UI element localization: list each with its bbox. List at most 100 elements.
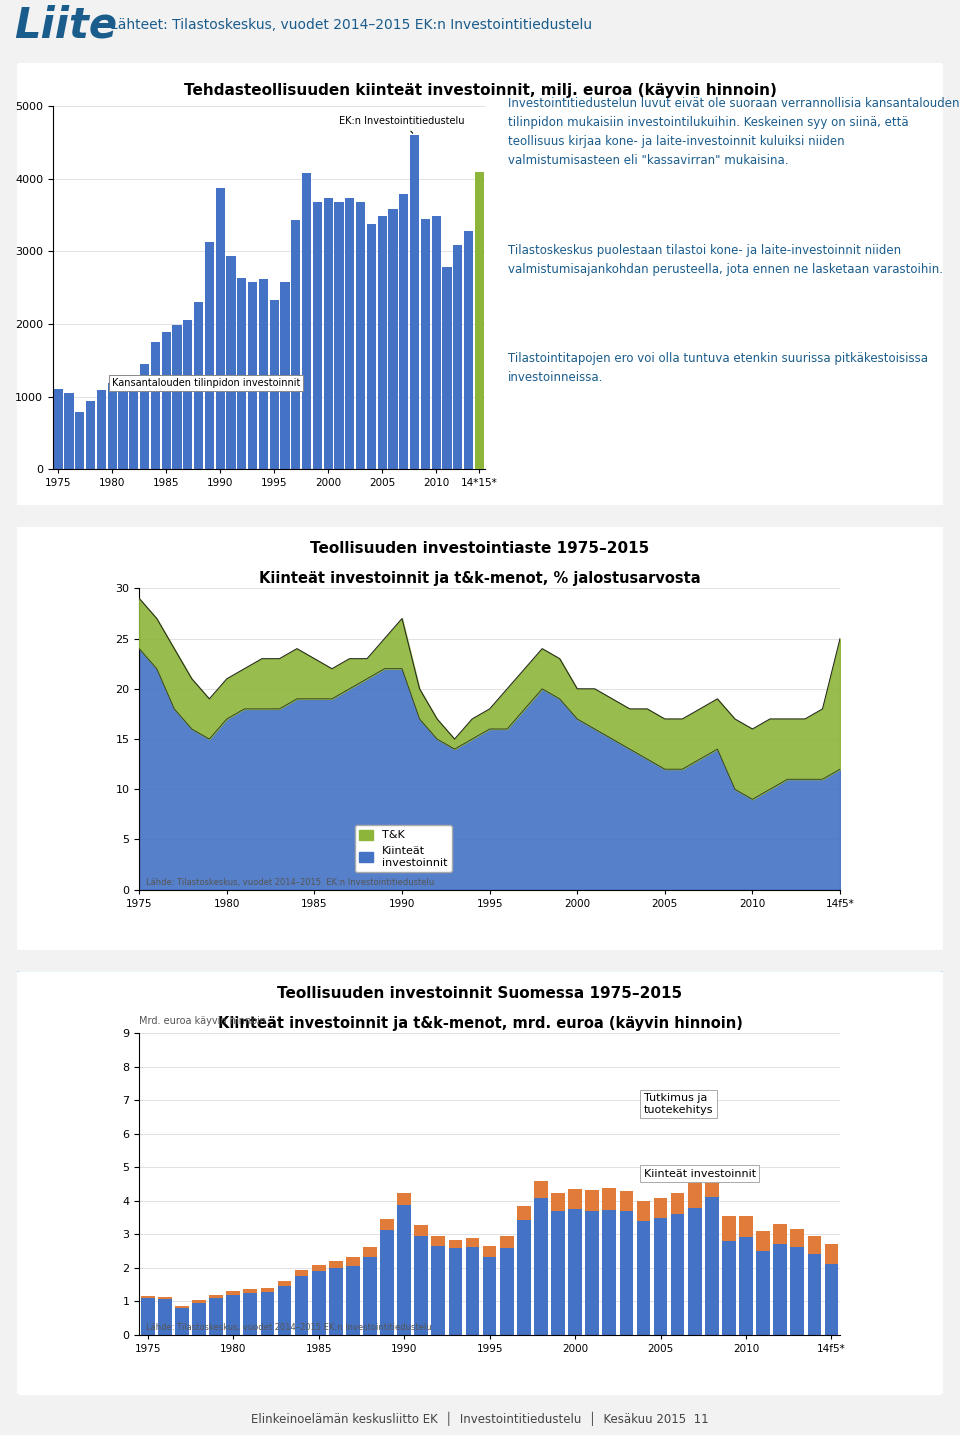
Bar bbox=[397, 1205, 411, 1335]
Bar bbox=[209, 1296, 223, 1297]
Text: EK:n Investointitiedustelu: EK:n Investointitiedustelu bbox=[339, 116, 465, 133]
Bar bbox=[312, 1271, 325, 1335]
Bar bbox=[248, 281, 257, 469]
Bar bbox=[329, 1269, 343, 1335]
FancyBboxPatch shape bbox=[12, 60, 948, 508]
Bar bbox=[453, 245, 463, 469]
Bar bbox=[739, 1215, 753, 1237]
Bar bbox=[739, 1237, 753, 1335]
Bar bbox=[432, 215, 441, 469]
Text: Tilastointitapojen ero voi olla tuntuva etenkin suurissa pitkäkestoisissa invest: Tilastointitapojen ero voi olla tuntuva … bbox=[508, 352, 928, 385]
Text: Lähde: Tilastoskeskus, vuodet 2014–2015  EK:n Investointitiedustelu: Lähde: Tilastoskeskus, vuodet 2014–2015 … bbox=[146, 878, 435, 887]
Bar bbox=[141, 1296, 155, 1297]
Bar bbox=[118, 379, 128, 469]
Bar bbox=[356, 202, 365, 469]
Bar bbox=[431, 1247, 445, 1335]
Bar bbox=[346, 1257, 360, 1266]
Text: Kansantalouden tilinpidon investoinnit: Kansantalouden tilinpidon investoinnit bbox=[112, 377, 300, 387]
Bar bbox=[54, 389, 62, 469]
Bar bbox=[260, 1292, 275, 1335]
Bar bbox=[397, 1194, 411, 1205]
Bar bbox=[516, 1207, 531, 1220]
Bar bbox=[183, 320, 192, 469]
Bar bbox=[324, 198, 333, 469]
Text: Tehdasteollisuuden kiinteät investoinnit, milj. euroa (käyvin hinnoin): Tehdasteollisuuden kiinteät investoinnit… bbox=[183, 83, 777, 98]
Text: Lähteet: Tilastoskeskus, vuodet 2014–2015 EK:n Investointitiedustelu: Lähteet: Tilastoskeskus, vuodet 2014–201… bbox=[110, 19, 592, 32]
Bar bbox=[466, 1238, 479, 1247]
Bar bbox=[825, 1264, 838, 1335]
Text: Kiinteät investoinnit: Kiinteät investoinnit bbox=[644, 1168, 756, 1178]
Bar bbox=[259, 278, 268, 469]
Bar bbox=[399, 194, 408, 469]
Bar bbox=[295, 1276, 308, 1335]
Bar bbox=[227, 1292, 240, 1294]
Bar bbox=[192, 1303, 205, 1335]
Bar bbox=[140, 364, 149, 469]
Bar bbox=[475, 248, 484, 469]
Bar bbox=[756, 1231, 770, 1251]
Bar bbox=[415, 1236, 428, 1335]
Bar bbox=[295, 1270, 308, 1276]
Bar bbox=[671, 1192, 684, 1214]
Bar bbox=[108, 383, 117, 469]
Bar bbox=[807, 1254, 821, 1335]
Text: Tutkimus ja
tuotekehitys: Tutkimus ja tuotekehitys bbox=[644, 1093, 713, 1115]
Bar bbox=[619, 1211, 634, 1335]
Bar bbox=[141, 1297, 155, 1335]
Bar bbox=[568, 1190, 582, 1210]
Bar bbox=[619, 1191, 634, 1211]
Legend: T&K, Kiinteät
investoinnit: T&K, Kiinteät investoinnit bbox=[355, 825, 451, 872]
Bar bbox=[825, 1244, 838, 1264]
Bar bbox=[302, 174, 311, 469]
Bar bbox=[420, 220, 430, 469]
Bar bbox=[722, 1241, 735, 1335]
Bar bbox=[466, 1247, 479, 1335]
Bar bbox=[64, 393, 74, 469]
Bar bbox=[410, 135, 420, 469]
Bar bbox=[277, 1281, 291, 1286]
Bar bbox=[346, 1266, 360, 1335]
Bar bbox=[790, 1247, 804, 1335]
Bar bbox=[500, 1248, 514, 1335]
FancyBboxPatch shape bbox=[12, 970, 948, 1396]
Bar bbox=[688, 1182, 702, 1208]
Text: Elinkeinoelämän keskusliitto EK  │  Investointitiedustelu  │  Kesäkuu 2015  11: Elinkeinoelämän keskusliitto EK │ Invest… bbox=[252, 1412, 708, 1426]
Bar bbox=[603, 1188, 616, 1210]
Bar bbox=[756, 1251, 770, 1335]
Bar bbox=[443, 267, 451, 469]
Text: Kiinteät investoinnit ja t&k-menot, % jalostusarvosta: Kiinteät investoinnit ja t&k-menot, % ja… bbox=[259, 571, 701, 585]
Bar bbox=[774, 1224, 787, 1244]
Bar bbox=[175, 1309, 189, 1335]
Bar bbox=[464, 231, 473, 469]
Bar bbox=[389, 208, 397, 469]
Bar bbox=[377, 215, 387, 469]
Bar bbox=[568, 1210, 582, 1335]
Bar bbox=[173, 326, 181, 469]
Bar bbox=[237, 278, 247, 469]
Bar bbox=[448, 1248, 463, 1335]
Bar bbox=[260, 1287, 275, 1292]
Bar bbox=[86, 400, 95, 469]
Bar bbox=[367, 224, 376, 469]
Bar bbox=[586, 1190, 599, 1211]
Bar bbox=[158, 1300, 172, 1335]
Bar bbox=[448, 1240, 463, 1248]
Bar bbox=[312, 1264, 325, 1271]
Bar bbox=[277, 1286, 291, 1335]
Bar bbox=[227, 255, 235, 469]
Text: Investointitiedustelun luvut eivät ole suoraan verrannollisia kansantalouden til: Investointitiedustelun luvut eivät ole s… bbox=[508, 96, 959, 166]
FancyBboxPatch shape bbox=[12, 525, 948, 951]
Bar bbox=[774, 1244, 787, 1335]
Bar bbox=[363, 1257, 376, 1335]
Bar bbox=[244, 1293, 257, 1335]
Bar bbox=[636, 1221, 650, 1335]
Bar bbox=[280, 281, 290, 469]
Bar bbox=[194, 301, 204, 469]
Bar bbox=[483, 1247, 496, 1257]
Bar bbox=[346, 198, 354, 469]
Bar bbox=[551, 1211, 564, 1335]
Bar bbox=[586, 1211, 599, 1335]
Text: Liite: Liite bbox=[14, 4, 117, 46]
Text: Teollisuuden investoinnit Suomessa 1975–2015: Teollisuuden investoinnit Suomessa 1975–… bbox=[277, 986, 683, 1002]
Bar bbox=[209, 1297, 223, 1335]
